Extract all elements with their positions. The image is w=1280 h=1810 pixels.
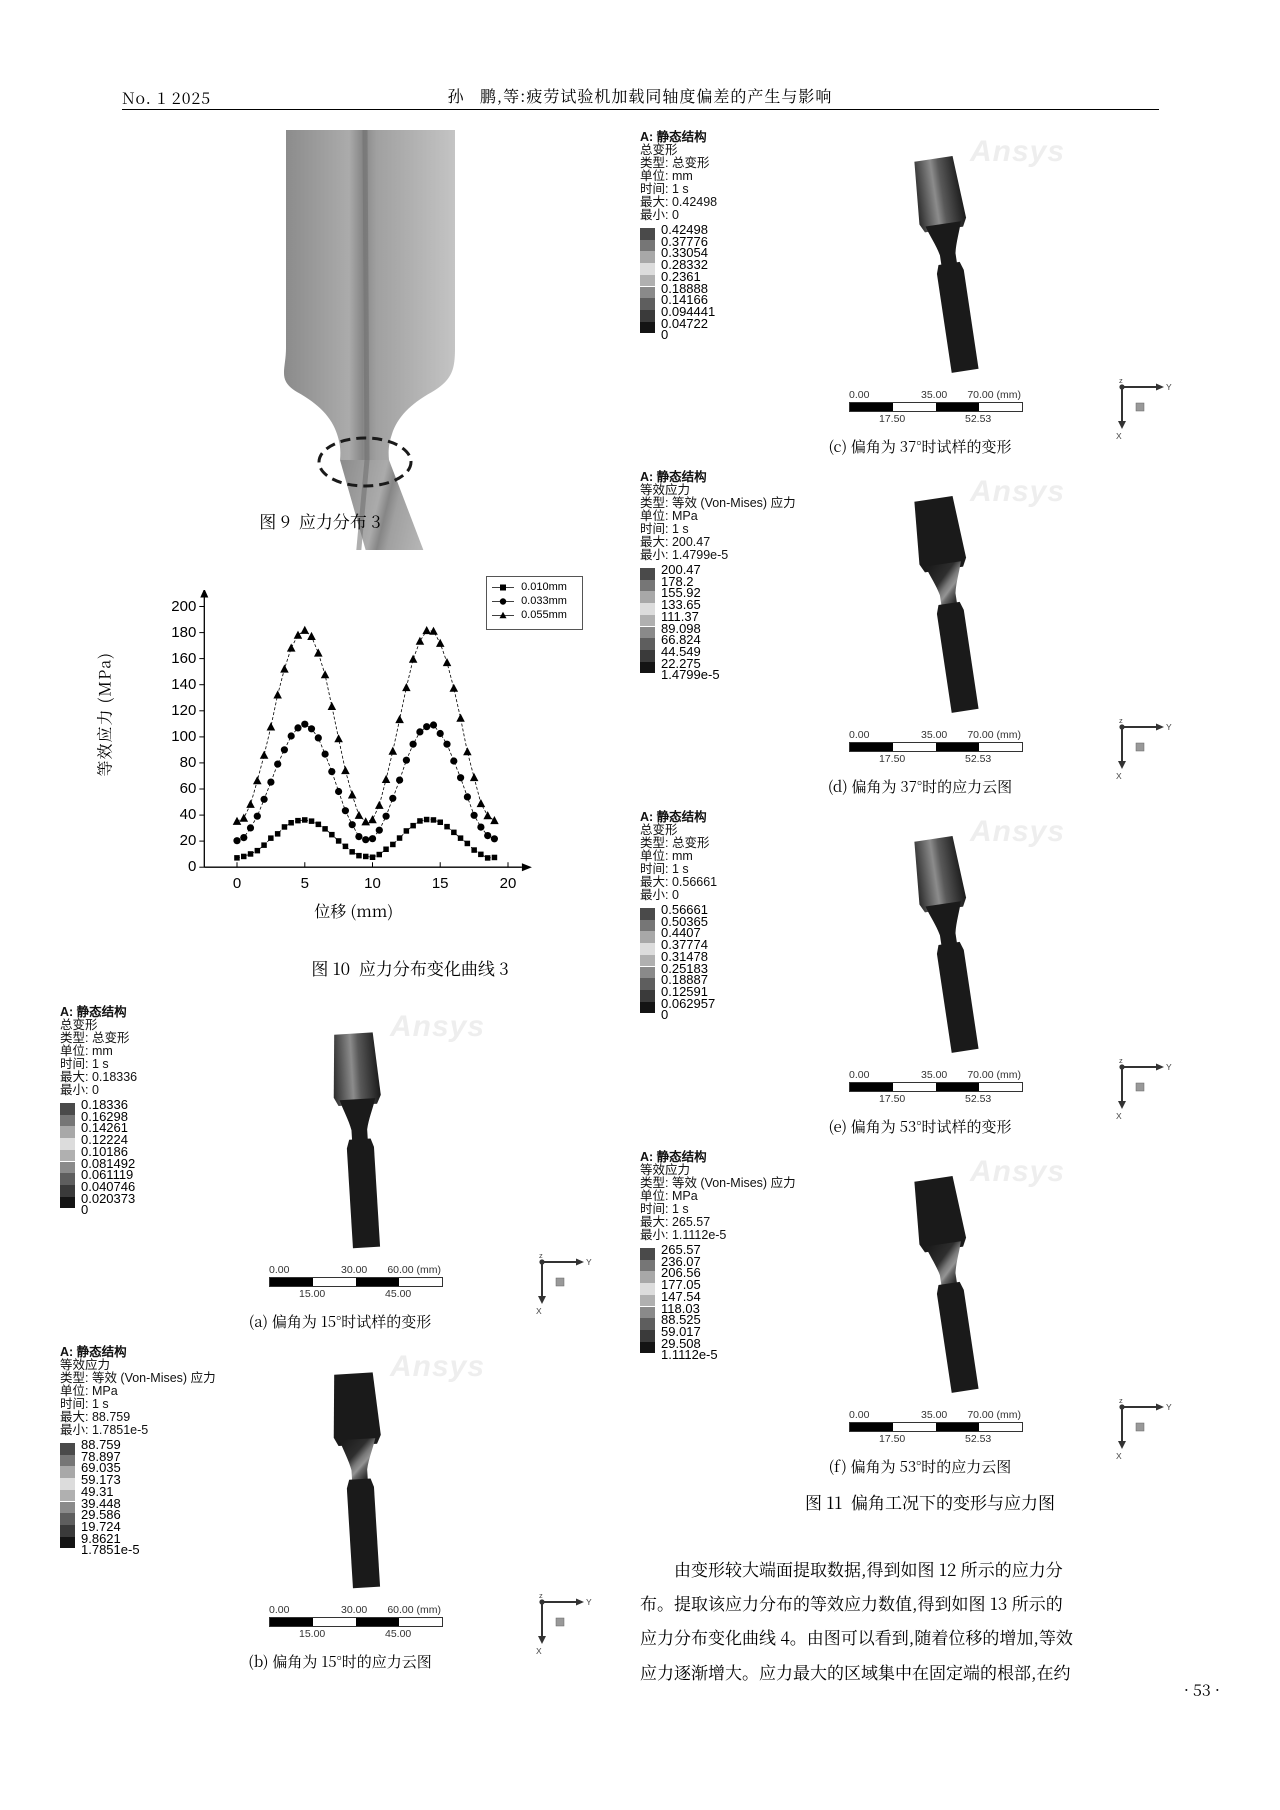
svg-text:z: z bbox=[539, 1592, 543, 1600]
svg-text:z: z bbox=[1119, 717, 1123, 725]
svg-text:Y: Y bbox=[1166, 722, 1172, 732]
svg-text:z: z bbox=[1119, 1397, 1123, 1405]
svg-text:z: z bbox=[1119, 377, 1123, 385]
svg-text:Y: Y bbox=[586, 1597, 592, 1607]
svg-text:Y: Y bbox=[1166, 1062, 1172, 1072]
svg-text:z: z bbox=[539, 1252, 543, 1260]
svg-text:Y: Y bbox=[1166, 1402, 1172, 1412]
svg-text:Y: Y bbox=[586, 1257, 592, 1267]
svg-text:z: z bbox=[1119, 1057, 1123, 1065]
svg-text:Y: Y bbox=[1166, 382, 1172, 392]
